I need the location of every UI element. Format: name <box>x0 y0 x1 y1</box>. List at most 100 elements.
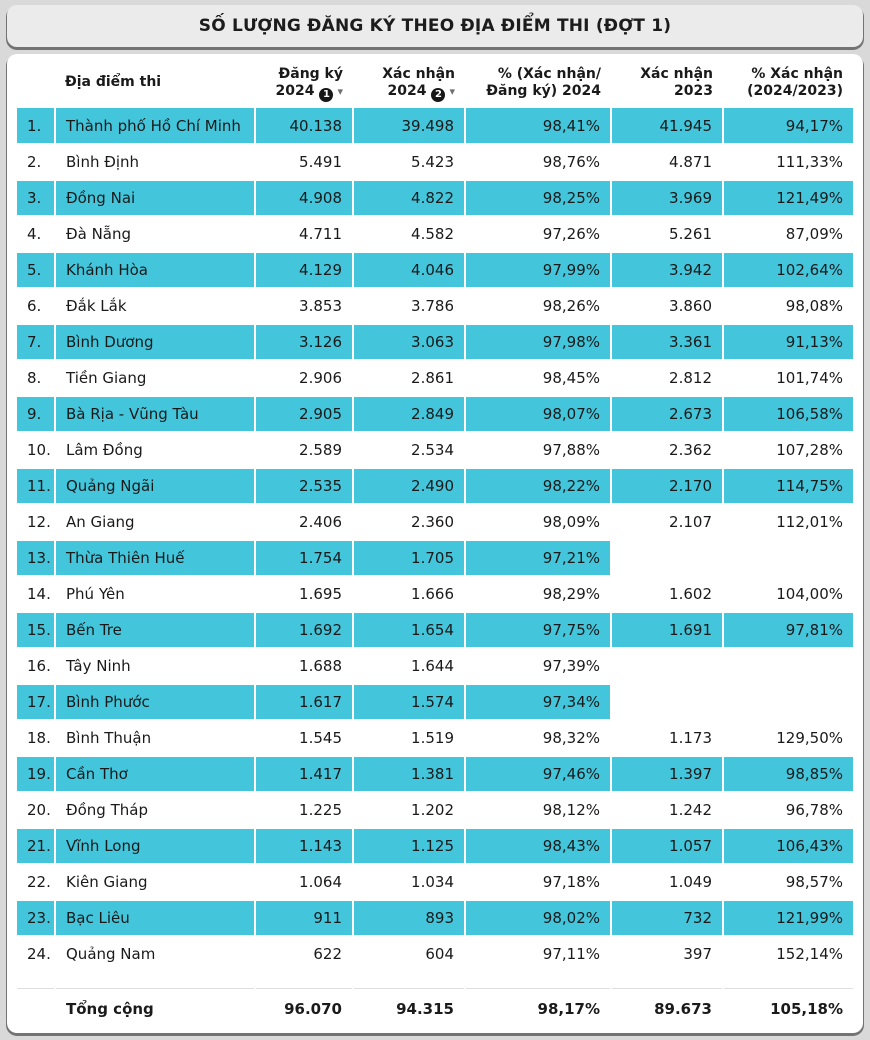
cell-location: Quảng Nam <box>55 936 256 973</box>
cell-confirmed_2024: 1.381 <box>353 756 466 793</box>
column-label-line2: 2023 <box>674 83 713 99</box>
cell-confirmed_2023 <box>611 540 724 577</box>
cell-confirmed_2023: 2.107 <box>611 504 724 541</box>
cell-confirmed_2023: 1.397 <box>611 756 724 793</box>
cell-confirmed_2024: 4.822 <box>353 180 466 217</box>
column-label-line2: Đăng ký) 2024 <box>486 83 601 99</box>
cell-confirmed_2024: 2.360 <box>353 504 466 541</box>
cell-pct_confirmed_of_registered_2024: 98,22% <box>465 468 612 505</box>
table-row: 23. Bạc Liêu 911 893 98,02% 732 121,99% <box>17 900 853 937</box>
cell-index: 9. <box>17 396 56 433</box>
table-row: 5. Khánh Hòa 4.129 4.046 97,99% 3.942 102,64% <box>17 252 853 289</box>
cell-location: Kiên Giang <box>55 864 256 901</box>
cell-confirmed_2023: 1.173 <box>611 720 724 757</box>
column-header-registered_2024[interactable]: Đăng ký 2024 1 ▾ <box>255 58 353 108</box>
cell-pct_confirmed_of_registered_2024: 97,88% <box>465 432 612 469</box>
cell-confirmed_2023: 1.057 <box>611 828 724 865</box>
cell-pct_2024_vs_2023: 102,64% <box>723 252 853 289</box>
column-label-line2: 2024 <box>275 83 315 99</box>
cell-confirmed_2023: 732 <box>611 900 724 937</box>
cell-location: Lâm Đồng <box>55 432 256 469</box>
cell-registered_2024: 2.589 <box>255 432 354 469</box>
cell-pct_confirmed_of_registered_2024: 98,12% <box>465 792 612 829</box>
cell-registered_2024: 911 <box>255 900 354 937</box>
cell-pct_2024_vs_2023: 107,28% <box>723 432 853 469</box>
cell-pct_2024_vs_2023: 121,99% <box>723 900 853 937</box>
total-confirmed_2023: 89.673 <box>611 987 724 1030</box>
cell-confirmed_2024: 1.519 <box>353 720 466 757</box>
cell-location: Đắk Lắk <box>55 288 256 325</box>
table-row: 7. Bình Dương 3.126 3.063 97,98% 3.361 91,13% <box>17 324 853 361</box>
cell-location: Quảng Ngãi <box>55 468 256 505</box>
cell-registered_2024: 2.535 <box>255 468 354 505</box>
cell-pct_confirmed_of_registered_2024: 97,21% <box>465 540 612 577</box>
cell-index: 14. <box>17 576 56 613</box>
cell-pct_confirmed_of_registered_2024: 97,75% <box>465 612 612 649</box>
column-label: Xác nhận <box>382 65 455 82</box>
cell-confirmed_2023: 397 <box>611 936 724 973</box>
cell-index: 12. <box>17 504 56 541</box>
table-row: 13. Thừa Thiên Huế 1.754 1.705 97,21% <box>17 540 853 577</box>
cell-registered_2024: 3.853 <box>255 288 354 325</box>
cell-pct_2024_vs_2023 <box>723 540 853 577</box>
table-row: 3. Đồng Nai 4.908 4.822 98,25% 3.969 121,49% <box>17 180 853 217</box>
table-row: 1. Thành phố Hồ Chí Minh 40.138 39.498 98,41… <box>17 108 853 145</box>
table-row: 22. Kiên Giang 1.064 1.034 97,18% 1.049 98,57% <box>17 864 853 901</box>
cell-confirmed_2024: 2.849 <box>353 396 466 433</box>
table-row: 4. Đà Nẵng 4.711 4.582 97,26% 5.261 87,09% <box>17 216 853 253</box>
cell-pct_2024_vs_2023: 101,74% <box>723 360 853 397</box>
cell-location: Bình Dương <box>55 324 256 361</box>
cell-registered_2024: 2.406 <box>255 504 354 541</box>
cell-registered_2024: 1.545 <box>255 720 354 757</box>
spacer-cell <box>17 971 853 988</box>
cell-pct_confirmed_of_registered_2024: 98,43% <box>465 828 612 865</box>
table-row: 24. Quảng Nam 622 604 97,11% 397 152,14% <box>17 936 853 973</box>
cell-index: 7. <box>17 324 56 361</box>
table-row: 2. Bình Định 5.491 5.423 98,76% 4.871 111,33% <box>17 144 853 181</box>
cell-confirmed_2024: 2.490 <box>353 468 466 505</box>
table-row: 19. Cần Thơ 1.417 1.381 97,46% 1.397 98,85% <box>17 756 853 793</box>
table-row: 14. Phú Yên 1.695 1.666 98,29% 1.602 104,00% <box>17 576 853 613</box>
sort-desc-icon: ▾ <box>449 85 455 98</box>
cell-confirmed_2023: 2.673 <box>611 396 724 433</box>
column-header-confirmed_2023[interactable]: Xác nhận 2023 <box>611 58 723 108</box>
cell-index: 13. <box>17 540 56 577</box>
column-header-pct_confirmed_of_registered_2024[interactable]: % (Xác nhận/Đăng ký) 2024 <box>465 58 611 108</box>
column-header-location[interactable]: Địa điểm thi <box>55 58 255 108</box>
page: { "colors": { "row_highlight": "#43c5db"… <box>0 5 870 1040</box>
cell-confirmed_2024: 3.786 <box>353 288 466 325</box>
cell-pct_confirmed_of_registered_2024: 98,29% <box>465 576 612 613</box>
cell-pct_2024_vs_2023: 106,58% <box>723 396 853 433</box>
cell-pct_2024_vs_2023: 114,75% <box>723 468 853 505</box>
cell-pct_confirmed_of_registered_2024: 98,09% <box>465 504 612 541</box>
cell-pct_2024_vs_2023: 97,81% <box>723 612 853 649</box>
cell-registered_2024: 1.688 <box>255 648 354 685</box>
cell-pct_confirmed_of_registered_2024: 97,26% <box>465 216 612 253</box>
cell-confirmed_2023: 3.361 <box>611 324 724 361</box>
cell-confirmed_2024: 3.063 <box>353 324 466 361</box>
cell-location: Bình Định <box>55 144 256 181</box>
cell-index: 16. <box>17 648 56 685</box>
cell-pct_2024_vs_2023: 111,33% <box>723 144 853 181</box>
column-header-pct_2024_vs_2023[interactable]: % Xác nhận (2024/2023) <box>723 58 853 108</box>
column-label: Xác nhận <box>640 65 713 82</box>
cell-pct_2024_vs_2023: 87,09% <box>723 216 853 253</box>
cell-confirmed_2023: 4.871 <box>611 144 724 181</box>
cell-confirmed_2024: 604 <box>353 936 466 973</box>
cell-confirmed_2023: 1.242 <box>611 792 724 829</box>
column-label: % (Xác nhận/ <box>497 65 601 82</box>
cell-pct_2024_vs_2023: 104,00% <box>723 576 853 613</box>
column-label: Đăng ký <box>278 65 343 82</box>
column-label-line2: (2024/2023) <box>747 83 843 99</box>
table-row: 12. An Giang 2.406 2.360 98,09% 2.107 112,01% <box>17 504 853 541</box>
cell-confirmed_2024: 1.574 <box>353 684 466 721</box>
cell-location: Đồng Nai <box>55 180 256 217</box>
column-header-confirmed_2024[interactable]: Xác nhận 2024 2 ▾ <box>353 58 465 108</box>
cell-confirmed_2023: 2.170 <box>611 468 724 505</box>
cell-registered_2024: 2.906 <box>255 360 354 397</box>
cell-index: 22. <box>17 864 56 901</box>
cell-index: 24. <box>17 936 56 973</box>
cell-pct_confirmed_of_registered_2024: 98,07% <box>465 396 612 433</box>
cell-confirmed_2023: 1.602 <box>611 576 724 613</box>
cell-pct_2024_vs_2023 <box>723 684 853 721</box>
